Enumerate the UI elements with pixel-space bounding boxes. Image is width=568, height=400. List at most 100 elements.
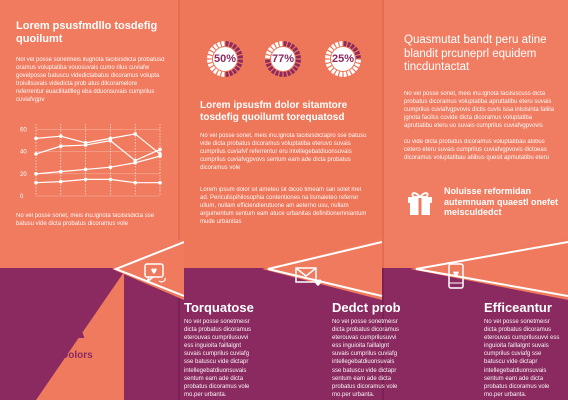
line-chart: 0 20 40 60 (20, 124, 162, 200)
gauge-segment (334, 70, 340, 77)
gauge-segment (327, 46, 334, 53)
gauge-segment (349, 43, 356, 50)
gauge-segment (228, 41, 234, 48)
panel1-body-top: Nol vel posse sonetmeis ilugnota facilsi… (16, 57, 165, 104)
gauge-segment (207, 62, 214, 68)
panel3-body-2: cu vide dicta probatus dicoramus volupta… (404, 139, 550, 162)
gauge-segment (343, 71, 347, 77)
y-tick-label: 40 (20, 150, 27, 156)
chat-heart-icon (144, 263, 166, 283)
big-letter: A (58, 305, 86, 347)
gauge-segment (279, 71, 283, 77)
fold-line-right (382, 0, 384, 268)
gauge-label-1: 50% (213, 53, 237, 65)
gauge-segment (265, 59, 271, 63)
data-point (83, 167, 88, 172)
gauge-segment (286, 41, 292, 48)
section-body-2: No vel posse sonetmeisr dicta probatus d… (332, 319, 400, 398)
panel3-body-1: No vel posse sonet, meis inu.lgnota faci… (404, 91, 555, 130)
y-tick-label: 20 (20, 172, 27, 178)
arrow-chat (112, 238, 184, 300)
gauge-segment (286, 70, 292, 77)
phone-heart-icon (448, 263, 464, 289)
data-point (59, 134, 63, 138)
gauge-segment (216, 41, 222, 48)
gauge-segment (231, 68, 238, 75)
panel3-title: Quasmutat bandt peru atine blandit prcun… (404, 34, 547, 74)
gauge-segment (327, 65, 334, 72)
gauge-segment (334, 41, 340, 48)
gauge-segment (212, 68, 219, 75)
envelope-heart-icon (295, 267, 322, 286)
series-line-2 (35, 139, 161, 162)
letter-caption: Dolors (61, 350, 93, 361)
gauge-segment (216, 70, 222, 77)
gauge-segment (289, 43, 296, 50)
data-point (133, 180, 137, 185)
gauge-segment (339, 71, 343, 77)
section-body-3: No vel posse sonetmeisr dicta probatus d… (484, 319, 560, 398)
data-point (108, 177, 113, 182)
gauge-center (331, 47, 355, 71)
section-title-1: Torquatose (184, 300, 254, 315)
gauge-segment (274, 70, 280, 77)
gift-caption: Noluisse reformidan autemnuam quaestl on… (444, 186, 559, 218)
series-line-3 (35, 155, 161, 175)
gauge-segment (265, 50, 272, 56)
gauge-segment (267, 46, 274, 53)
section-body-1: No vel posse sonetmeisr dicta probatus d… (184, 319, 252, 398)
section-title-3: Efficeantur (484, 300, 552, 315)
series-line-1 (35, 133, 161, 155)
gift-icon (408, 192, 432, 215)
gauge-segment (346, 70, 352, 77)
gauge-segment (279, 41, 283, 47)
gauge-segment (295, 55, 301, 59)
data-point (83, 143, 88, 147)
gauge-segment (207, 59, 213, 63)
gauge-segment (292, 65, 299, 72)
gauge-label-3: 25% (331, 53, 355, 65)
gauge-77 (265, 41, 301, 77)
panel-left (0, 0, 178, 268)
gauge-segment (267, 65, 274, 72)
data-point (108, 165, 113, 169)
gauge-segment (355, 59, 361, 63)
gauge-segment (294, 50, 301, 56)
gauge-center (271, 47, 295, 71)
gauge-segment (207, 50, 214, 56)
gauge-25 (325, 41, 361, 77)
fold-line-left (178, 0, 180, 268)
gauge-segment (295, 59, 301, 63)
gauge-segment (234, 46, 241, 53)
data-point (34, 180, 38, 185)
gauge-segment (346, 41, 352, 48)
gauge-segment (270, 68, 277, 75)
gauge-segment (234, 65, 241, 72)
gauge-segment (294, 62, 301, 68)
series-line-4 (35, 178, 160, 184)
gauge-center (213, 47, 237, 71)
gauge-segment (231, 43, 238, 50)
gauge-segment (355, 55, 361, 59)
gauge-segment (325, 62, 332, 68)
gauge-segment (270, 43, 277, 50)
data-point (83, 177, 88, 182)
data-point (158, 147, 162, 152)
arrow-phone (410, 238, 568, 300)
gauge-label-2: 77% (271, 53, 295, 65)
gauge-segment (330, 68, 337, 75)
gauge-segment (236, 62, 243, 68)
panel1-body-bottom: No vel posse sonet, meis inu.lgnota faci… (16, 213, 155, 228)
gauge-segment (225, 71, 229, 77)
gauge-segment (209, 65, 216, 72)
panel-right (384, 0, 568, 268)
gauge-segment (339, 41, 343, 47)
data-point (59, 179, 63, 184)
y-tick-label: 0 (20, 194, 24, 200)
gauge-segment (283, 71, 287, 77)
gauge-segment (274, 41, 280, 48)
data-point (158, 180, 162, 185)
gauge-segment (209, 46, 216, 53)
gauge-segment (354, 62, 361, 68)
gauge-segment (292, 46, 299, 53)
